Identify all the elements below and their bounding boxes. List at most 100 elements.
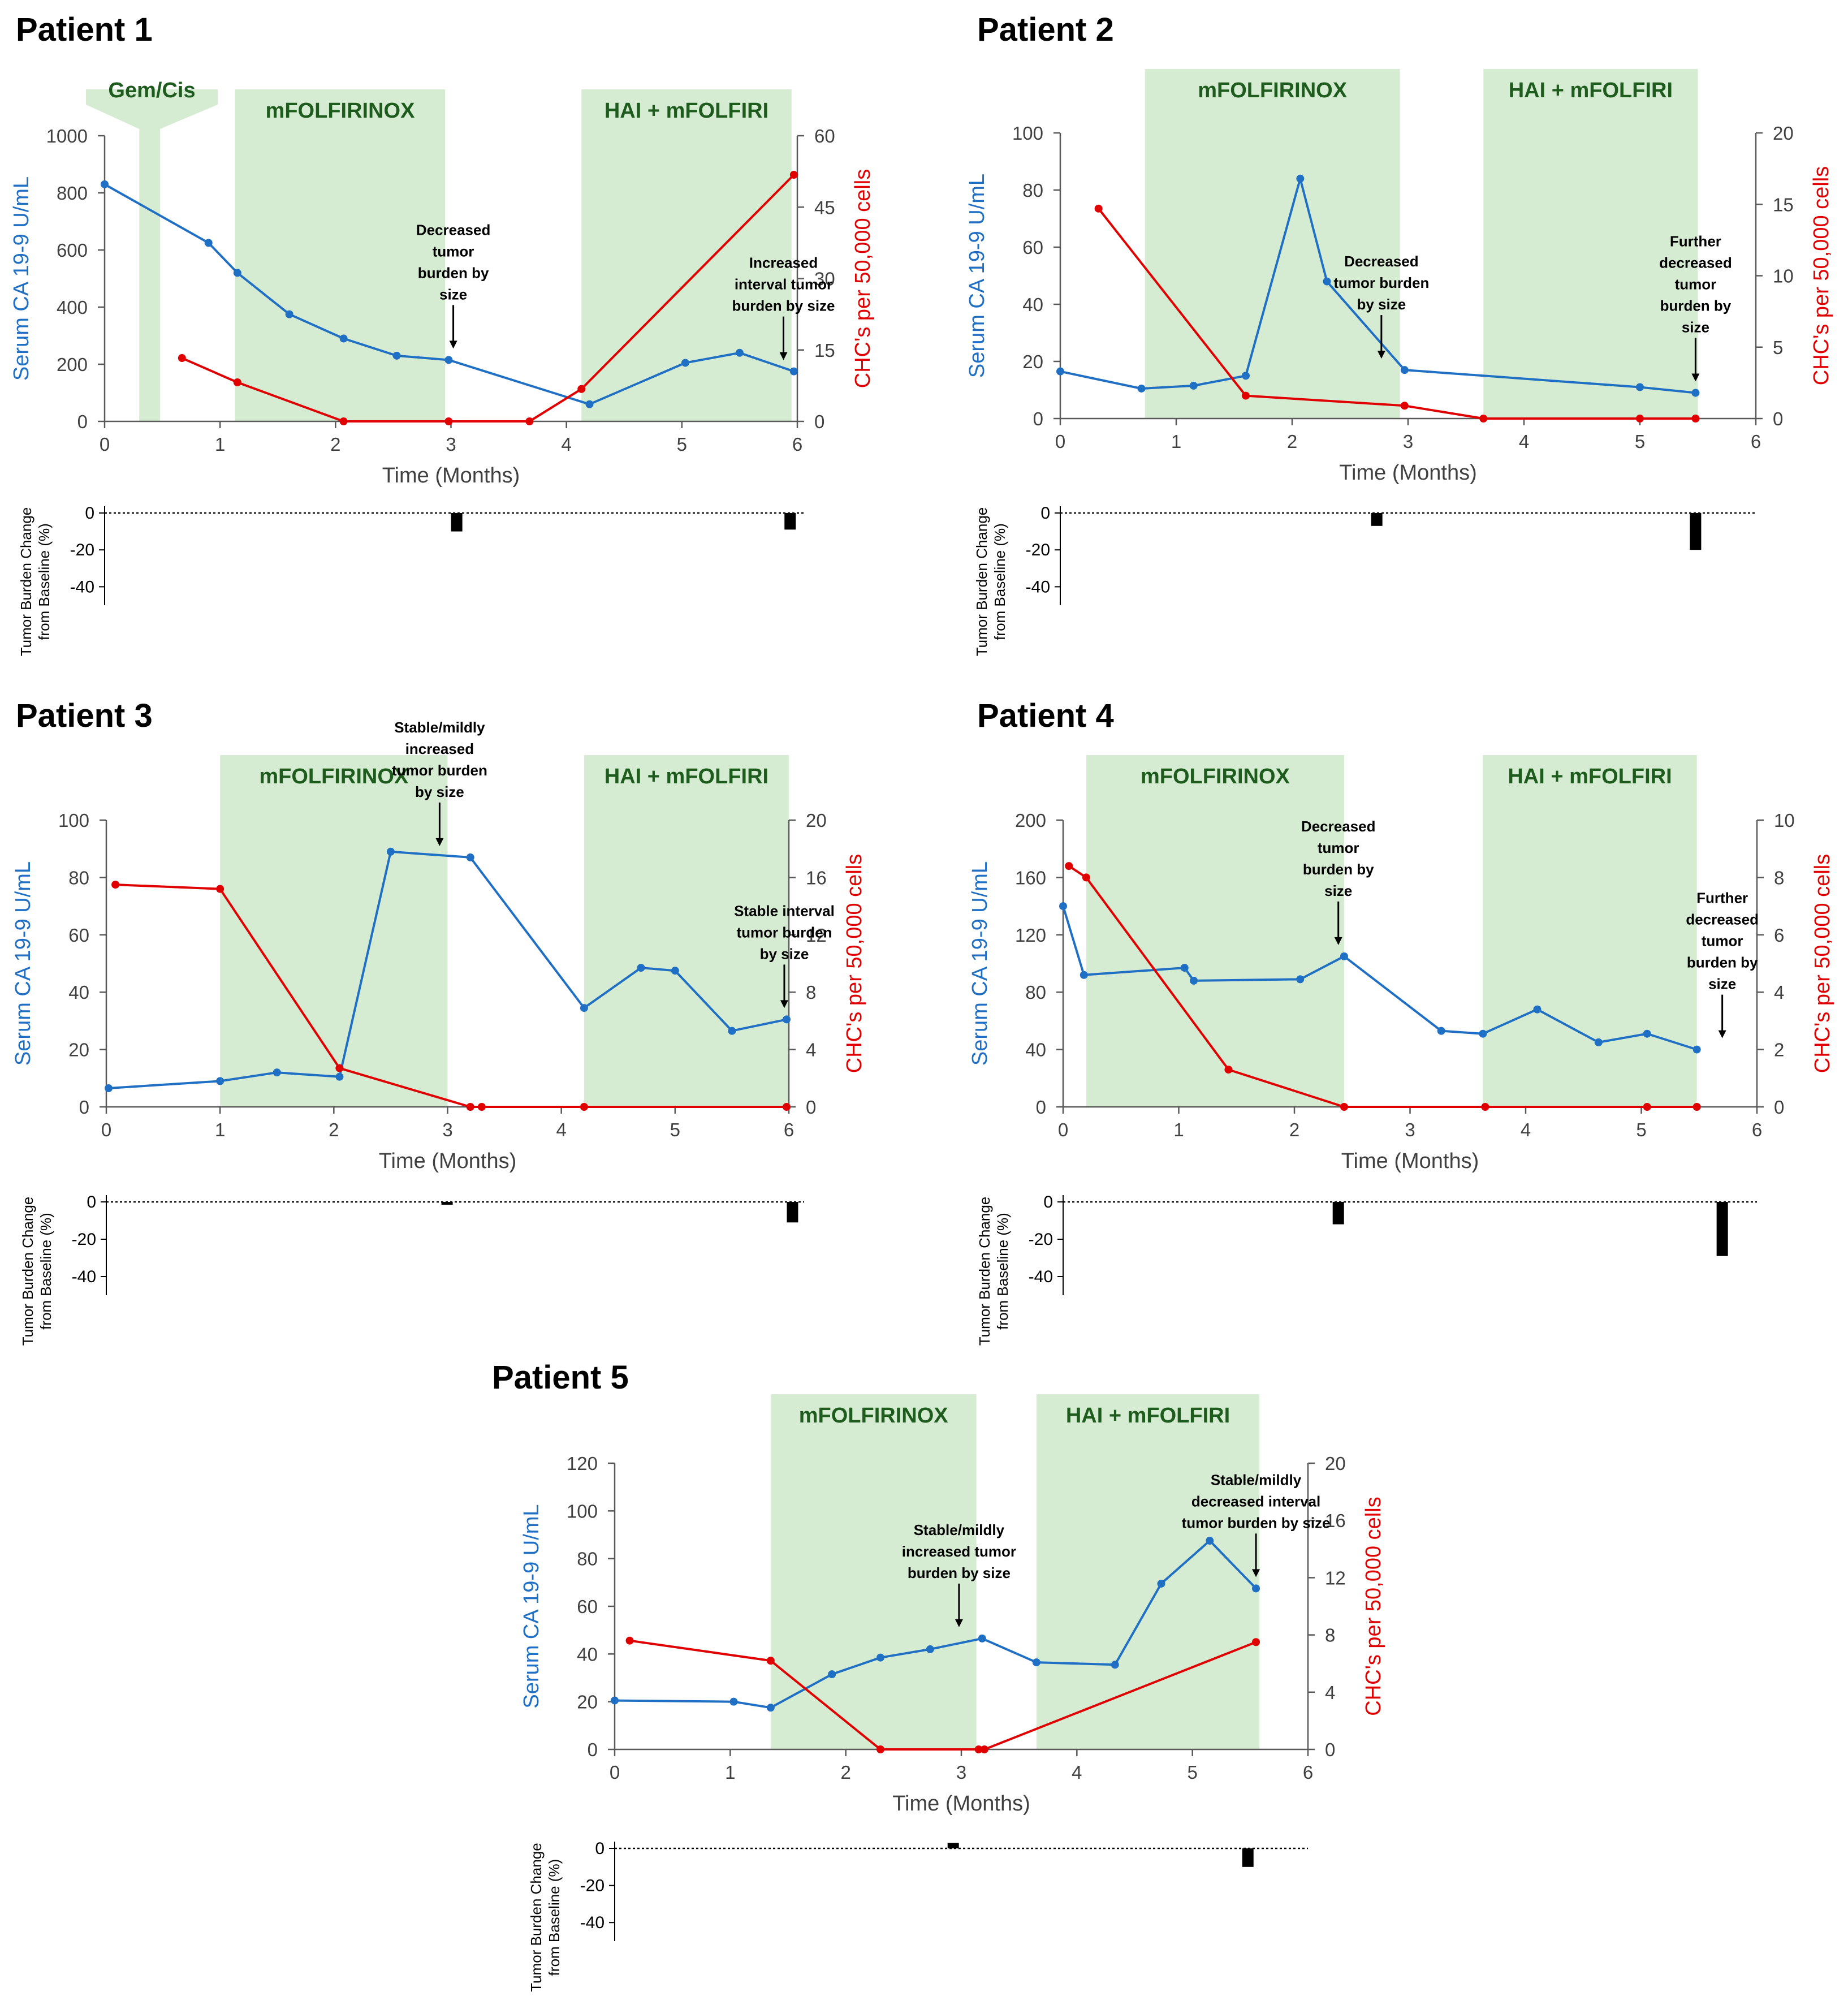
panel-patient-1: Patient 1 Gem/Cis mFOLFIRINOX HAI + mFOLFIR… <box>10 11 875 656</box>
ca199-point <box>1206 1537 1214 1545</box>
right-y-tick-label: 30 <box>814 269 835 290</box>
bar-y-tick-label: -40 <box>1026 577 1050 596</box>
x-tick-label: 5 <box>677 434 687 455</box>
annotation-text: by size <box>415 783 464 800</box>
annotation-text: tumor <box>433 243 474 260</box>
left-y-tick-label: 0 <box>79 1097 89 1118</box>
annotation-text: Decreased <box>1344 253 1419 270</box>
phase-band <box>1483 755 1697 1107</box>
right-y-tick-label: 15 <box>814 340 835 361</box>
x-tick-label: 1 <box>215 434 225 455</box>
tumor-burden-bar <box>1690 513 1702 550</box>
right-y-tick-label: 45 <box>814 197 835 218</box>
ca199-point <box>876 1653 884 1662</box>
phase-label: mFOLFIRINOX <box>1198 79 1348 102</box>
right-y-tick-label: 12 <box>806 925 827 946</box>
tumor-burden-axis-title: Tumor Burden Change <box>19 1197 36 1346</box>
left-y-tick-label: 20 <box>577 1692 598 1713</box>
right-y-tick-label: 12 <box>1325 1567 1346 1588</box>
tumor-burden-axis-title: Tumor Burden Change <box>528 1843 545 1992</box>
ca199-point <box>611 1696 619 1705</box>
annotation-arrowhead <box>779 352 788 360</box>
annotation-text: by size <box>1357 296 1406 313</box>
x-axis-title: Time (Months) <box>1339 461 1477 485</box>
left-y-tick-label: 40 <box>68 982 89 1003</box>
ca199-point <box>1190 976 1198 985</box>
left-y-tick-label: 200 <box>57 354 88 375</box>
chc-point <box>1242 391 1250 400</box>
ca199-point <box>1296 975 1305 984</box>
x-tick-label: 0 <box>100 434 110 455</box>
ca199-point <box>1157 1579 1165 1588</box>
bar-y-tick-label: -20 <box>1029 1230 1053 1249</box>
right-y-tick-label: 4 <box>806 1040 816 1060</box>
tumor-burden-bar <box>1716 1202 1728 1256</box>
x-tick-label: 1 <box>1173 1119 1184 1140</box>
phase-band <box>1483 69 1698 419</box>
x-tick-label: 3 <box>442 1119 452 1140</box>
bar-y-tick-label: -20 <box>1026 541 1050 559</box>
ca199-point <box>466 853 474 861</box>
ca199-point <box>1180 964 1189 972</box>
panel-title: Patient 2 <box>977 11 1114 48</box>
annotation-text: burden by <box>418 264 489 281</box>
panel-title: Patient 5 <box>492 1359 629 1396</box>
tumor-burden-axis-title: Tumor Burden Change <box>973 507 990 657</box>
left-y-tick-label: 100 <box>1012 123 1043 144</box>
left-axis-title: Serum CA 19-9 U/mL <box>965 174 989 378</box>
bar-y-tick-label: 0 <box>1043 1193 1053 1212</box>
x-tick-label: 3 <box>1403 431 1413 452</box>
x-tick-label: 3 <box>446 434 456 455</box>
annotation-text: increased tumor <box>902 1543 1016 1560</box>
panel-patient-4: Patient 4 mFOLFIRINOX HAI + mFOLFIRI 0 1 2 3 4 5… <box>968 697 1834 1346</box>
chc-point <box>1643 1103 1651 1111</box>
ca199-point <box>681 359 689 367</box>
x-tick-label: 0 <box>610 1762 620 1783</box>
phase-label: mFOLFIRINOX <box>799 1404 949 1428</box>
bar-y-tick-label: 0 <box>595 1839 605 1858</box>
ca199-point <box>1242 372 1250 380</box>
ca199-point <box>1296 174 1305 183</box>
ca199-point <box>335 1072 344 1081</box>
chc-line <box>629 1639 1257 1751</box>
left-y-tick-label: 0 <box>1033 408 1043 429</box>
left-y-tick-label: 0 <box>588 1739 598 1760</box>
left-y-tick-label: 160 <box>1015 867 1046 888</box>
annotation-text: Stable/mildly <box>394 719 485 736</box>
ca199-point <box>1533 1005 1542 1014</box>
left-axis-title: Serum CA 19-9 U/mL <box>11 861 35 1066</box>
x-tick-label: 5 <box>1635 431 1645 452</box>
tumor-burden-bar <box>1242 1848 1254 1867</box>
ca199-point <box>926 1645 934 1653</box>
right-y-tick-label: 60 <box>814 126 835 146</box>
ca199-point <box>444 356 453 364</box>
right-y-tick-label: 6 <box>1774 925 1784 946</box>
annotation-arrowhead <box>435 838 444 846</box>
annotation-arrowhead <box>449 340 457 349</box>
ca199-point <box>1691 389 1700 397</box>
ca199-point <box>1252 1584 1260 1593</box>
phase-band <box>220 755 448 1107</box>
left-y-tick-label: 40 <box>1025 1040 1046 1060</box>
x-tick-label: 6 <box>1303 1762 1313 1783</box>
bar-y-tick-label: -40 <box>580 1913 605 1932</box>
x-tick-label: 4 <box>556 1119 566 1140</box>
x-tick-label: 6 <box>784 1119 794 1140</box>
chc-point <box>1479 415 1488 423</box>
x-tick-label: 0 <box>1055 431 1065 452</box>
tumor-burden-axis-title: from Baseline (%) <box>37 1213 54 1330</box>
right-y-tick-label: 0 <box>1774 1097 1784 1118</box>
tumor-burden-axis-title: Tumor Burden Change <box>18 507 34 657</box>
tumor-burden-bar <box>451 513 463 532</box>
annotation-text: Further <box>1696 890 1748 907</box>
left-y-tick-label: 80 <box>68 867 89 888</box>
left-y-tick-label: 40 <box>1022 294 1043 315</box>
ca199-point <box>671 967 679 975</box>
annotation-arrowhead <box>1252 1569 1260 1577</box>
annotation-text: tumor burden <box>1333 274 1429 291</box>
annotation-text: tumor <box>1675 276 1717 293</box>
ca199-line <box>1062 906 1698 1051</box>
left-y-tick-label: 400 <box>57 297 88 318</box>
annotation-text: tumor burden <box>392 762 487 779</box>
